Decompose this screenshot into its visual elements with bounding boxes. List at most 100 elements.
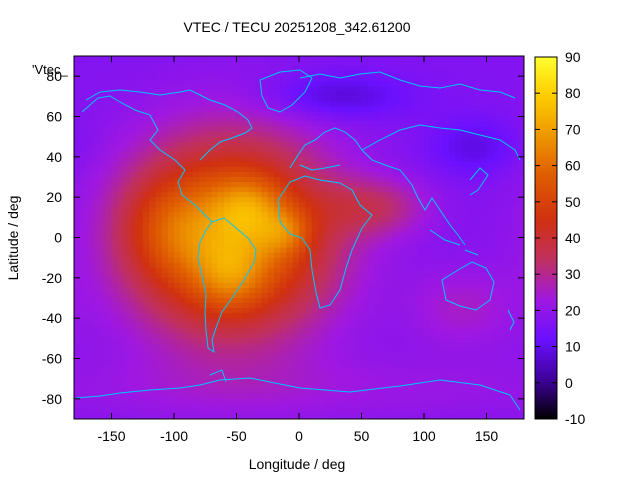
heatmap-cell <box>361 343 369 350</box>
heatmap-cell <box>242 378 250 385</box>
heatmap-cell <box>99 71 106 77</box>
heatmap-cell <box>267 373 275 380</box>
heatmap-cell <box>242 81 250 87</box>
heatmap-cell <box>161 323 169 329</box>
heatmap-cell <box>424 111 431 118</box>
heatmap-cell <box>205 237 213 244</box>
heatmap-cell <box>305 156 313 163</box>
heatmap-cell <box>286 101 294 108</box>
heatmap-cell <box>80 121 88 128</box>
heatmap-cell <box>211 121 219 128</box>
heatmap-cell <box>180 272 188 279</box>
heatmap-cell <box>236 383 244 390</box>
heatmap-cell <box>305 182 313 188</box>
heatmap-cell <box>424 388 431 395</box>
heatmap-cell <box>292 156 300 163</box>
heatmap-cell <box>405 76 413 82</box>
heatmap-cell <box>167 393 175 400</box>
heatmap-cell <box>480 373 488 380</box>
heatmap-cell <box>111 403 119 410</box>
heatmap-cell <box>511 277 519 284</box>
heatmap-cell <box>255 182 263 188</box>
heatmap-cell <box>324 348 331 355</box>
heatmap-cell <box>449 161 456 168</box>
heatmap-cell <box>386 298 394 304</box>
heatmap-cell <box>217 217 225 223</box>
heatmap-cell <box>349 121 356 128</box>
heatmap-cell <box>467 212 475 218</box>
heatmap-cell <box>380 101 388 108</box>
heatmap-cell <box>205 323 213 329</box>
heatmap-cell <box>217 141 225 148</box>
heatmap-cell <box>367 161 375 168</box>
heatmap-cell <box>386 328 394 334</box>
heatmap-cell <box>292 398 300 405</box>
heatmap-cell <box>311 323 319 329</box>
heatmap-cell <box>324 262 331 269</box>
heatmap-cell <box>280 81 288 87</box>
heatmap-cell <box>92 282 100 289</box>
heatmap-cell <box>374 182 381 188</box>
heatmap-cell <box>211 146 219 153</box>
heatmap-cell <box>180 363 188 370</box>
heatmap-cell <box>461 101 469 108</box>
heatmap-cell <box>236 156 244 163</box>
heatmap-cell <box>99 197 106 203</box>
heatmap-cell <box>486 111 494 118</box>
heatmap-cell <box>242 287 250 294</box>
heatmap-cell <box>399 96 406 102</box>
heatmap-cell <box>499 247 506 254</box>
heatmap-cell <box>155 388 163 395</box>
heatmap-cell <box>317 121 325 128</box>
heatmap-cell <box>349 136 356 143</box>
heatmap-cell <box>386 237 394 244</box>
heatmap-cell <box>155 368 163 375</box>
heatmap-cell <box>267 383 275 390</box>
heatmap-cell <box>155 242 163 249</box>
heatmap-cell <box>349 318 356 324</box>
heatmap-cell <box>467 71 475 77</box>
heatmap-cell <box>405 141 413 148</box>
heatmap-cell <box>124 242 131 249</box>
heatmap-cell <box>455 388 463 395</box>
heatmap-cell <box>117 101 125 108</box>
heatmap-cell <box>230 252 238 259</box>
heatmap-cell <box>299 353 306 360</box>
heatmap-cell <box>99 81 106 87</box>
heatmap-cell <box>124 298 131 304</box>
heatmap-cell <box>292 131 300 138</box>
heatmap-cell <box>424 308 431 314</box>
heatmap-cell <box>405 252 413 259</box>
heatmap-cell <box>336 136 344 143</box>
heatmap-cell <box>130 363 138 370</box>
heatmap-cell <box>380 232 388 239</box>
heatmap-cell <box>74 126 81 133</box>
heatmap-cell <box>230 141 238 148</box>
heatmap-cell <box>317 393 325 400</box>
heatmap-cell <box>267 81 275 87</box>
heatmap-cell <box>149 348 156 355</box>
heatmap-cell <box>405 262 413 269</box>
heatmap-cell <box>86 166 94 173</box>
heatmap-cell <box>111 287 119 294</box>
heatmap-cell <box>117 393 125 400</box>
heatmap-cell <box>230 71 238 77</box>
heatmap-cell <box>299 232 306 239</box>
heatmap-cell <box>436 161 444 168</box>
heatmap-cell <box>480 393 488 400</box>
heatmap-cell <box>436 348 444 355</box>
heatmap-cell <box>380 166 388 173</box>
heatmap-cell <box>99 378 106 385</box>
heatmap-cell <box>417 303 425 309</box>
heatmap-cell <box>74 56 81 62</box>
heatmap-cell <box>180 373 188 380</box>
heatmap-cell <box>280 373 288 380</box>
heatmap-cell <box>105 388 113 395</box>
heatmap-cell <box>424 101 431 108</box>
heatmap-cell <box>149 313 156 319</box>
heatmap-cell <box>324 323 331 329</box>
heatmap-cell <box>130 121 138 128</box>
heatmap-cell <box>361 141 369 148</box>
heatmap-cell <box>324 318 331 324</box>
heatmap-cell <box>86 353 94 360</box>
